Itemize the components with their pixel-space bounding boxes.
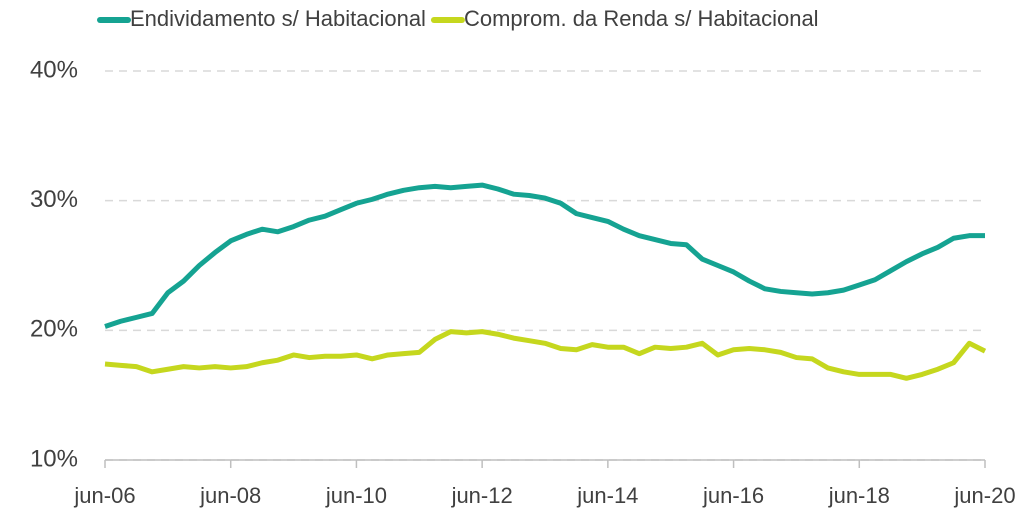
legend-label: Endividamento s/ Habitacional [130, 6, 426, 31]
x-tick-label: jun-06 [73, 483, 135, 508]
y-tick-label: 40% [30, 56, 78, 83]
series-line [104, 182, 985, 329]
x-tick-label: jun-20 [953, 483, 1015, 508]
x-tick-label: jun-10 [325, 483, 387, 508]
x-tick-label: jun-16 [702, 483, 764, 508]
series-line [104, 329, 987, 381]
x-tick-label: jun-18 [828, 483, 890, 508]
x-tick-label: jun-08 [199, 483, 261, 508]
legend-label: Comprom. da Renda s/ Habitacional [464, 6, 819, 31]
y-tick-label: 10% [30, 445, 78, 472]
y-tick-label: 20% [30, 316, 78, 343]
y-tick-label: 30% [30, 186, 78, 213]
x-tick-label: jun-14 [576, 483, 638, 508]
x-tick-label: jun-12 [451, 483, 513, 508]
